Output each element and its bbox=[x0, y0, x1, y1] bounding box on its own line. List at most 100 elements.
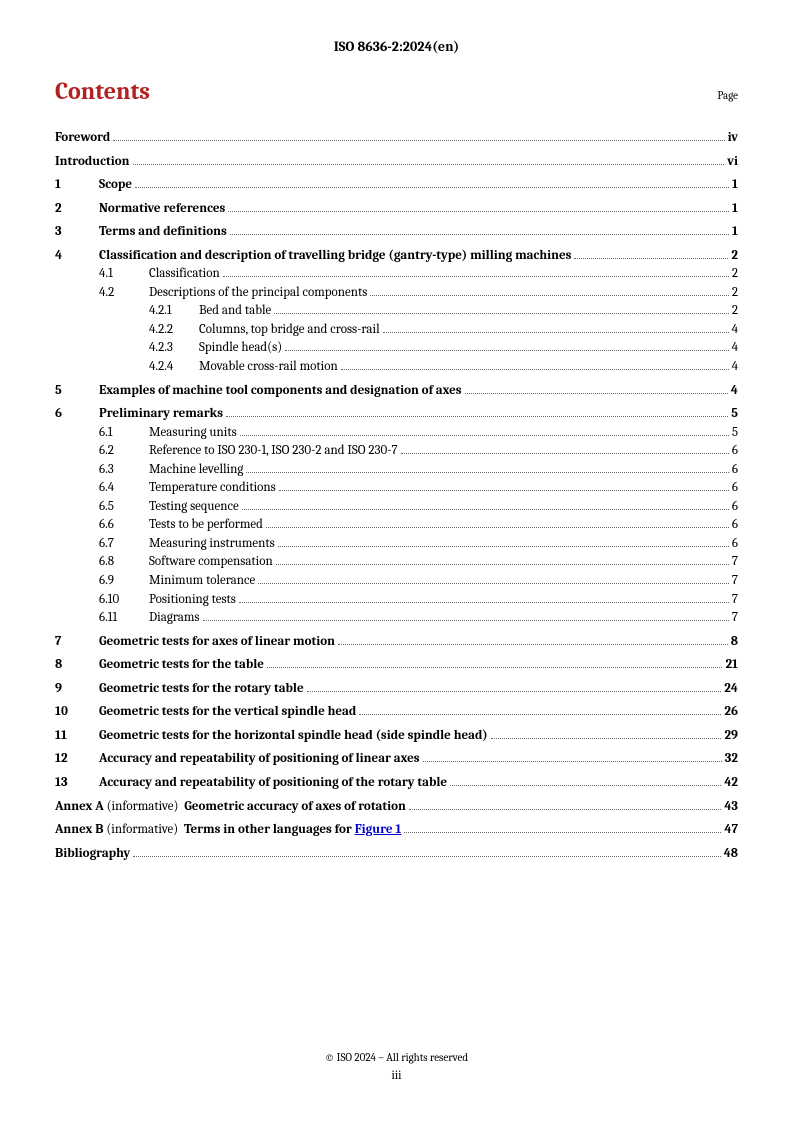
toc-page: 26 bbox=[724, 703, 738, 721]
toc-bibliography[interactable]: Bibliography 48 bbox=[55, 845, 738, 863]
toc-introduction[interactable]: Introduction vi bbox=[55, 153, 738, 171]
toc-section-3[interactable]: 3 Terms and definitions 1 bbox=[55, 223, 738, 241]
toc-section-6-9[interactable]: 6.9 Minimum tolerance 7 bbox=[55, 572, 738, 590]
toc-label: Annex B (informative) Terms in other lan… bbox=[55, 821, 401, 839]
leaders bbox=[133, 153, 725, 165]
leaders bbox=[113, 129, 724, 141]
toc-section-8[interactable]: 8 Geometric tests for the table 21 bbox=[55, 656, 738, 674]
toc-label: Geometric tests for the table bbox=[99, 656, 264, 674]
toc-label: Annex A (informative) Geometric accuracy… bbox=[55, 798, 406, 816]
toc-section-6-6[interactable]: 6.6 Tests to be performed 6 bbox=[55, 516, 738, 534]
toc-num: 4.2 bbox=[99, 284, 149, 302]
toc-section-6-4[interactable]: 6.4 Temperature conditions 6 bbox=[55, 479, 738, 497]
toc-label: Classification bbox=[149, 265, 220, 283]
toc-section-4-2-1[interactable]: 4.2.1 Bed and table 2 bbox=[55, 302, 738, 320]
toc-num: 4.2.1 bbox=[149, 302, 199, 320]
toc-section-6-1[interactable]: 6.1 Measuring units 5 bbox=[55, 424, 738, 442]
copyright-text: © ISO 2024 – All rights reserved bbox=[0, 1051, 793, 1064]
toc-section-6-8[interactable]: 6.8 Software compensation 7 bbox=[55, 553, 738, 571]
toc-page: 6 bbox=[732, 535, 738, 553]
toc-section-5[interactable]: 5 Examples of machine tool components an… bbox=[55, 382, 738, 400]
toc-annex-a[interactable]: Annex A (informative) Geometric accuracy… bbox=[55, 798, 738, 816]
toc-section-4-2-3[interactable]: 4.2.3 Spindle head(s) 4 bbox=[55, 339, 738, 357]
toc-section-6-10[interactable]: 6.10 Positioning tests 7 bbox=[55, 591, 738, 609]
toc-page: 4 bbox=[732, 321, 738, 339]
toc-section-7[interactable]: 7 Geometric tests for axes of linear mot… bbox=[55, 633, 738, 651]
toc-section-4-2[interactable]: 4.2 Descriptions of the principal compon… bbox=[55, 284, 738, 302]
toc-label: Machine levelling bbox=[149, 461, 243, 479]
leaders bbox=[423, 751, 722, 763]
toc-page: 24 bbox=[724, 680, 738, 698]
toc-label: Bibliography bbox=[55, 845, 130, 863]
toc-section-4[interactable]: 4 Classification and description of trav… bbox=[55, 247, 738, 265]
toc-page: 42 bbox=[724, 774, 738, 792]
toc-section-6[interactable]: 6 Preliminary remarks 5 bbox=[55, 405, 738, 423]
annex-a-label: Annex A bbox=[55, 799, 104, 814]
toc-num: 5 bbox=[55, 382, 99, 400]
figure-1-link[interactable]: Figure 1 bbox=[355, 822, 402, 837]
title-row: Contents Page bbox=[55, 77, 738, 105]
toc-num: 6.3 bbox=[99, 461, 149, 479]
toc-label: Bed and table bbox=[199, 302, 271, 320]
leaders bbox=[258, 572, 729, 584]
toc-label: Diagrams bbox=[149, 609, 200, 627]
toc-section-9[interactable]: 9 Geometric tests for the rotary table 2… bbox=[55, 680, 738, 698]
page-number: iii bbox=[0, 1068, 793, 1082]
toc-page: 5 bbox=[731, 405, 738, 423]
toc-section-13[interactable]: 13 Accuracy and repeatability of positio… bbox=[55, 774, 738, 792]
toc-label: Accuracy and repeatability of positionin… bbox=[99, 750, 420, 768]
toc-section-6-5[interactable]: 6.5 Testing sequence 6 bbox=[55, 498, 738, 516]
leaders bbox=[223, 266, 729, 278]
toc-label: Geometric tests for axes of linear motio… bbox=[99, 633, 335, 651]
leaders bbox=[409, 798, 721, 810]
toc-section-6-2[interactable]: 6.2 Reference to ISO 230-1, ISO 230-2 an… bbox=[55, 442, 738, 460]
toc-page: 21 bbox=[725, 656, 738, 674]
toc-page: 4 bbox=[731, 382, 738, 400]
toc-num: 6.6 bbox=[99, 516, 149, 534]
leaders bbox=[279, 480, 729, 492]
toc-section-4-2-2[interactable]: 4.2.2 Columns, top bridge and cross-rail… bbox=[55, 321, 738, 339]
toc-section-11[interactable]: 11 Geometric tests for the horizontal sp… bbox=[55, 727, 738, 745]
toc-num: 7 bbox=[55, 633, 99, 651]
toc-section-4-2-4[interactable]: 4.2.4 Movable cross-rail motion 4 bbox=[55, 358, 738, 376]
toc-page: 5 bbox=[732, 424, 738, 442]
toc-section-4-1[interactable]: 4.1 Classification 2 bbox=[55, 265, 738, 283]
toc-page: 1 bbox=[732, 176, 738, 194]
toc-section-2[interactable]: 2 Normative references 1 bbox=[55, 200, 738, 218]
toc-num: 6 bbox=[55, 405, 99, 423]
toc-section-1[interactable]: 1 Scope 1 bbox=[55, 176, 738, 194]
toc-annex-b[interactable]: Annex B (informative) Terms in other lan… bbox=[55, 821, 738, 839]
toc-page: 6 bbox=[732, 498, 738, 516]
page-footer: © ISO 2024 – All rights reserved iii bbox=[0, 1051, 793, 1082]
toc-page: 2 bbox=[732, 284, 738, 302]
toc-num: 6.9 bbox=[99, 572, 149, 590]
toc-num: 12 bbox=[55, 750, 99, 768]
leaders bbox=[133, 845, 720, 857]
leaders bbox=[274, 303, 729, 315]
toc-section-6-11[interactable]: 6.11 Diagrams 7 bbox=[55, 609, 738, 627]
toc-foreword[interactable]: Foreword iv bbox=[55, 129, 738, 147]
toc-label: Terms and definitions bbox=[99, 223, 227, 241]
annex-b-label: Annex B bbox=[55, 822, 103, 837]
toc-section-12[interactable]: 12 Accuracy and repeatability of positio… bbox=[55, 750, 738, 768]
toc-section-6-7[interactable]: 6.7 Measuring instruments 6 bbox=[55, 535, 738, 553]
toc-label: Examples of machine tool components and … bbox=[99, 382, 462, 400]
toc-page: 32 bbox=[725, 750, 738, 768]
leaders bbox=[240, 424, 729, 436]
toc-num: 3 bbox=[55, 223, 99, 241]
page-column-label: Page bbox=[717, 89, 738, 102]
toc-page: 2 bbox=[731, 247, 738, 265]
toc-section-6-3[interactable]: 6.3 Machine levelling 6 bbox=[55, 461, 738, 479]
annex-a-title: Geometric accuracy of axes of rotation bbox=[184, 799, 406, 814]
toc-section-10[interactable]: 10 Geometric tests for the vertical spin… bbox=[55, 703, 738, 721]
toc-num: 4.2.2 bbox=[149, 321, 199, 339]
leaders bbox=[307, 680, 722, 692]
leaders bbox=[370, 284, 729, 296]
toc-num: 6.11 bbox=[99, 609, 149, 627]
leaders bbox=[491, 727, 722, 739]
toc-num: 10 bbox=[55, 703, 99, 721]
toc-page: 29 bbox=[724, 727, 738, 745]
document-header: ISO 8636-2:2024(en) bbox=[55, 38, 738, 55]
toc-num: 4.1 bbox=[99, 265, 149, 283]
leaders bbox=[465, 382, 728, 394]
